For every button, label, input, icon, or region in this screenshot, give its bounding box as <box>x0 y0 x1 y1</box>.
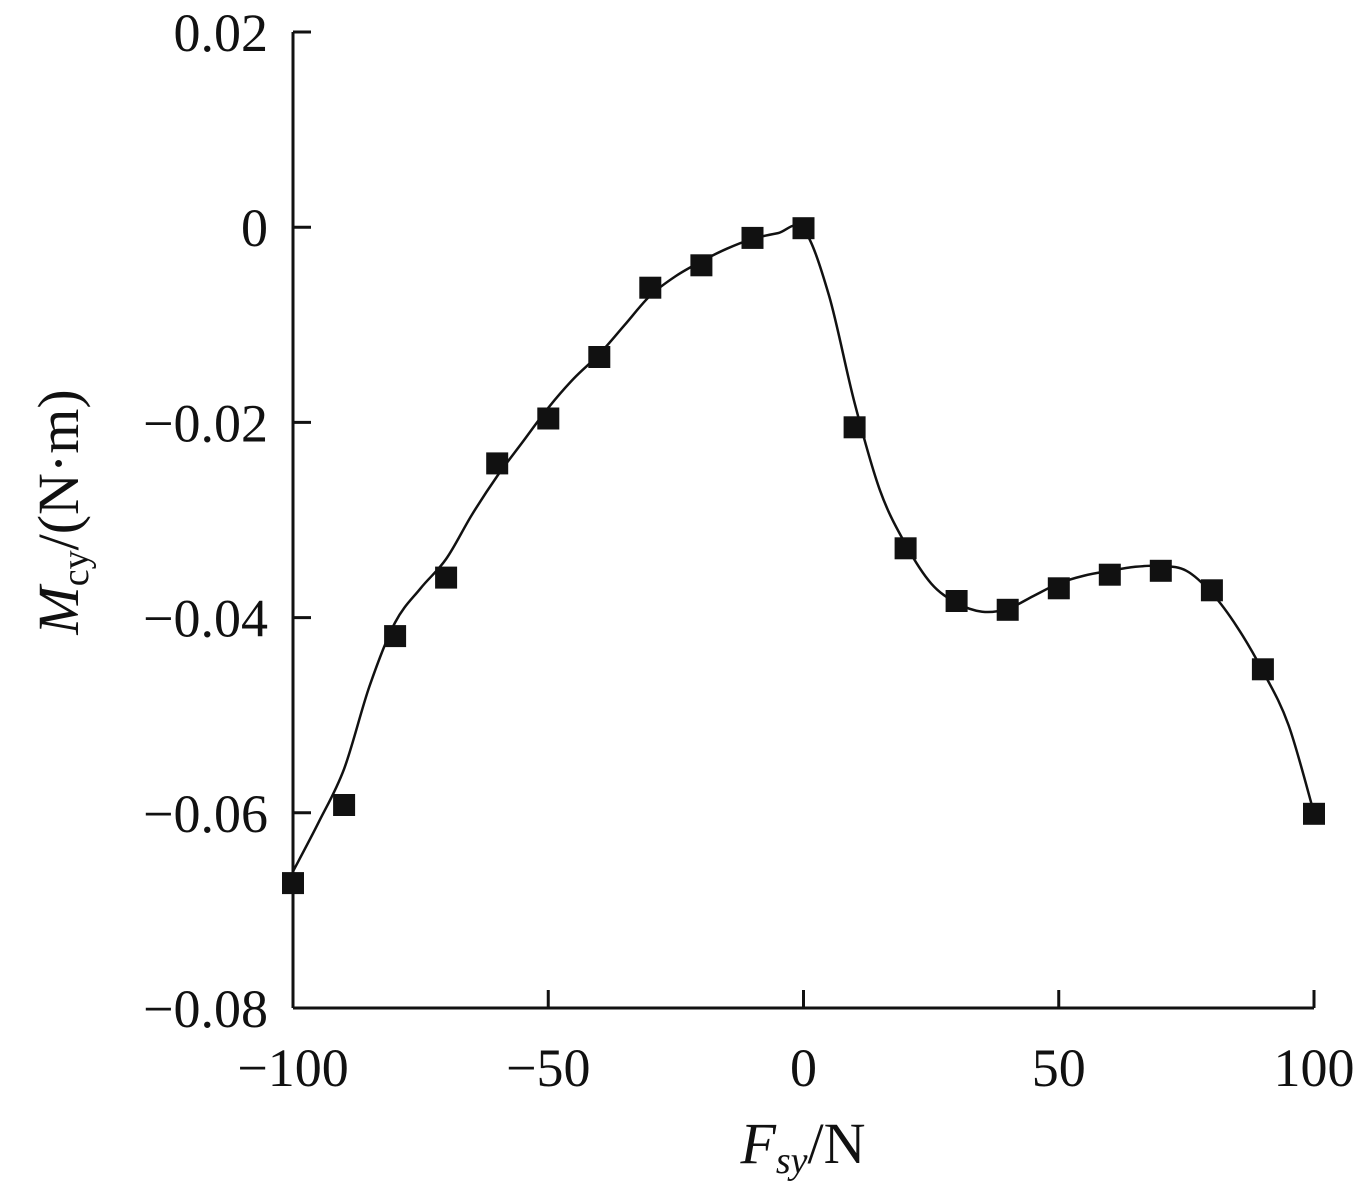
data-point <box>333 794 356 816</box>
fit-curve <box>291 223 1316 872</box>
x-tick-label: 100 <box>1274 1038 1355 1098</box>
x-tick-label: −100 <box>237 1038 348 1098</box>
data-point <box>1200 579 1223 602</box>
data-point <box>384 625 407 648</box>
data-point <box>945 590 968 612</box>
x-axis-title-sub: sy <box>776 1140 808 1182</box>
data-point <box>588 346 611 368</box>
x-ticks: −100 −50 0 50 100 <box>237 990 1355 1098</box>
data-point <box>282 872 304 895</box>
data-point <box>996 598 1019 621</box>
data-point <box>537 407 560 430</box>
x-axis-title: Fsy/N <box>739 1111 865 1182</box>
data-point <box>792 217 815 240</box>
data-point <box>486 452 509 475</box>
y-ticks: 0.02 0 −0.02 −0.04 −0.06 −0.08 <box>143 3 311 1039</box>
y-axis-title: Mcy/(N·m) <box>26 389 97 635</box>
plot-area: 0.02 0 −0.02 −0.04 −0.06 −0.08 −100 −50 0 50 100 <box>143 3 1354 1098</box>
data-point <box>1047 577 1070 600</box>
data-point <box>639 276 662 299</box>
data-markers <box>282 217 1325 895</box>
data-point <box>690 254 713 277</box>
data-point <box>843 416 866 439</box>
data-point <box>894 537 917 560</box>
x-tick-label: 0 <box>790 1038 817 1098</box>
y-tick-label: −0.06 <box>143 784 268 844</box>
y-axis-title-unit: /(N·m) <box>26 389 91 550</box>
y-tick-label: 0.02 <box>174 3 269 63</box>
y-tick-label: 0 <box>241 198 268 258</box>
x-tick-label: −50 <box>506 1038 590 1098</box>
y-tick-label: −0.04 <box>143 589 268 649</box>
x-axis-title-main: F <box>739 1111 776 1176</box>
y-tick-label: −0.02 <box>143 393 268 453</box>
y-axis-title-main: M <box>26 584 91 636</box>
data-point <box>1098 563 1121 586</box>
x-axis-title-unit: /N <box>808 1111 866 1176</box>
x-tick-label: 50 <box>1032 1038 1086 1098</box>
data-point <box>1303 802 1325 825</box>
y-axis-title-sub: cy <box>55 550 97 586</box>
data-point <box>1149 559 1172 582</box>
data-point <box>435 566 458 589</box>
data-point <box>1251 658 1274 681</box>
y-tick-label: −0.08 <box>143 979 268 1039</box>
data-point <box>741 226 764 249</box>
